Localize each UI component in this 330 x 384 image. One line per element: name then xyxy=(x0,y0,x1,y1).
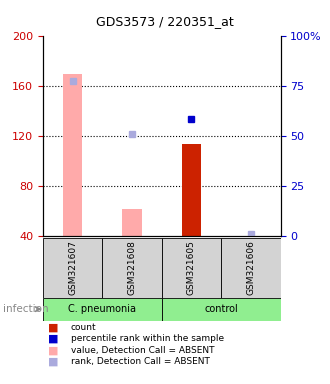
Text: ■: ■ xyxy=(48,334,58,344)
Bar xyxy=(102,238,162,298)
Text: C. pneumonia: C. pneumonia xyxy=(68,304,136,314)
Text: GSM321606: GSM321606 xyxy=(246,240,255,295)
Text: percentile rank within the sample: percentile rank within the sample xyxy=(71,334,224,343)
Bar xyxy=(43,298,162,321)
Text: value, Detection Call = ABSENT: value, Detection Call = ABSENT xyxy=(71,346,214,355)
Text: ■: ■ xyxy=(48,345,58,355)
Text: GDS3573 / 220351_at: GDS3573 / 220351_at xyxy=(96,15,234,28)
Text: GSM321608: GSM321608 xyxy=(127,240,137,295)
Text: GSM321605: GSM321605 xyxy=(187,240,196,295)
Bar xyxy=(43,238,102,298)
Bar xyxy=(162,238,221,298)
Text: ■: ■ xyxy=(48,357,58,367)
Bar xyxy=(182,144,201,236)
Text: infection: infection xyxy=(3,304,49,314)
Text: rank, Detection Call = ABSENT: rank, Detection Call = ABSENT xyxy=(71,357,210,366)
Bar xyxy=(221,238,280,298)
Bar xyxy=(63,74,82,236)
Text: control: control xyxy=(204,304,238,314)
Bar xyxy=(162,298,280,321)
Text: GSM321607: GSM321607 xyxy=(68,240,77,295)
Bar xyxy=(122,209,142,236)
Text: ■: ■ xyxy=(48,322,58,332)
Text: count: count xyxy=(71,323,97,332)
